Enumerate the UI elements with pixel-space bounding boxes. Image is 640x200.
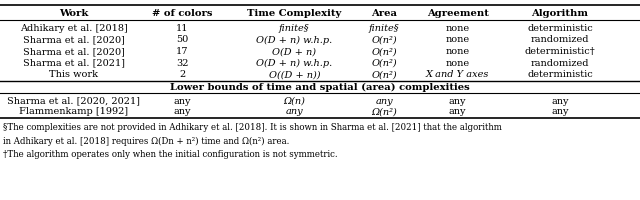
Text: †The algorithm operates only when the initial configuration is not symmetric.: †The algorithm operates only when the in… [3, 150, 338, 159]
Text: in Adhikary et al. [2018] requires Ω(Dn + n²) time and Ω(n²) area.: in Adhikary et al. [2018] requires Ω(Dn … [3, 136, 289, 146]
Text: Sharma et al. [2020, 2021]: Sharma et al. [2020, 2021] [7, 97, 140, 106]
Text: Ω(n²): Ω(n²) [371, 108, 397, 116]
Text: any: any [375, 97, 393, 106]
Text: Ο(n²): Ο(n²) [371, 59, 397, 68]
Text: Sharma et al. [2021]: Sharma et al. [2021] [22, 59, 125, 68]
Text: Ο(D + n) w.h.p.: Ο(D + n) w.h.p. [256, 59, 333, 68]
Text: Lower bounds of time and spatial (area) complexities: Lower bounds of time and spatial (area) … [170, 82, 470, 92]
Text: 17: 17 [176, 47, 189, 56]
Text: Ο((D + n)): Ο((D + n)) [269, 70, 320, 79]
Text: any: any [173, 97, 191, 106]
Text: finite§: finite§ [279, 24, 310, 33]
Text: deterministic: deterministic [527, 70, 593, 79]
Text: Sharma et al. [2020]: Sharma et al. [2020] [22, 47, 125, 56]
Text: Agreement: Agreement [427, 9, 488, 18]
Text: Ω(n): Ω(n) [284, 97, 305, 106]
Text: any: any [449, 97, 467, 106]
Text: none: none [445, 24, 470, 33]
Text: any: any [285, 108, 303, 116]
Text: none: none [445, 59, 470, 68]
Text: Ο(D + n) w.h.p.: Ο(D + n) w.h.p. [256, 35, 333, 45]
Text: Sharma et al. [2020]: Sharma et al. [2020] [22, 36, 125, 45]
Text: none: none [445, 36, 470, 45]
Text: Area: Area [371, 9, 397, 18]
Text: §The complexities are not provided in Adhikary et al. [2018]. It is shown in Sha: §The complexities are not provided in Ad… [3, 123, 502, 132]
Text: X and Y axes: X and Y axes [426, 70, 490, 79]
Text: finite§: finite§ [369, 24, 399, 33]
Text: deterministic: deterministic [527, 24, 593, 33]
Text: none: none [445, 47, 470, 56]
Text: Ο(n²): Ο(n²) [371, 70, 397, 79]
Text: deterministic†: deterministic† [525, 47, 595, 56]
Text: any: any [449, 108, 467, 116]
Text: # of colors: # of colors [152, 9, 212, 18]
Text: randomized: randomized [531, 59, 589, 68]
Text: Adhikary et al. [2018]: Adhikary et al. [2018] [20, 24, 127, 33]
Text: Ο(n²): Ο(n²) [371, 47, 397, 56]
Text: This work: This work [49, 70, 98, 79]
Text: Time Complexity: Time Complexity [247, 9, 342, 18]
Text: Flammenkamp [1992]: Flammenkamp [1992] [19, 108, 128, 116]
Text: any: any [173, 108, 191, 116]
Text: Work: Work [59, 9, 88, 18]
Text: any: any [551, 108, 569, 116]
Text: 2: 2 [179, 70, 186, 79]
Text: randomized: randomized [531, 36, 589, 45]
Text: any: any [551, 97, 569, 106]
Text: Ο(D + n): Ο(D + n) [273, 47, 316, 56]
Text: Ο(n²): Ο(n²) [371, 36, 397, 45]
Text: 50: 50 [176, 36, 189, 45]
Text: Algorithm: Algorithm [531, 9, 589, 18]
Text: 32: 32 [176, 59, 189, 68]
Text: 11: 11 [176, 24, 189, 33]
